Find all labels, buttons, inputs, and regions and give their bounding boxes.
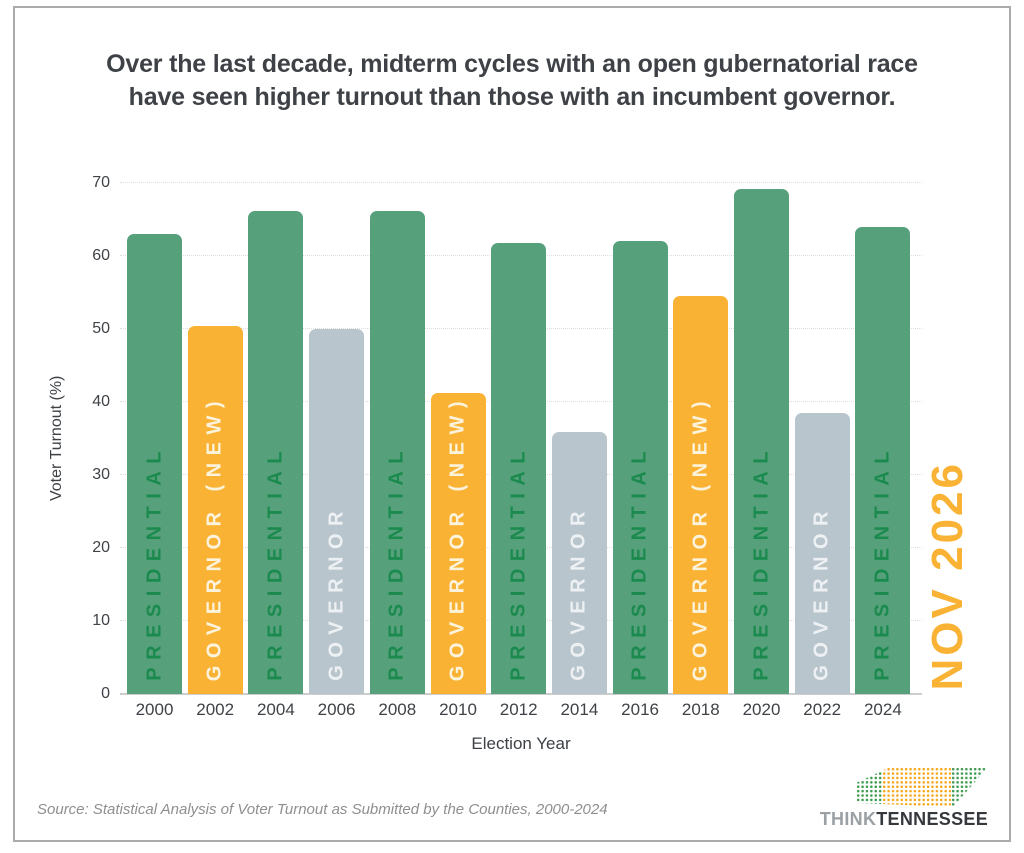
x-tick-label-2024: 2024 (863, 700, 902, 719)
y-tick-label-30: 30 (92, 466, 110, 483)
bar-label-2024: PRESIDENTIAL (871, 444, 894, 681)
bar-label-2002: GOVERNOR (NEW) (203, 393, 226, 681)
bar-label-2020: PRESIDENTIAL (750, 444, 772, 681)
x-axis-line (120, 693, 922, 695)
bar-2008: PRESIDENTIAL (369, 210, 425, 694)
bar-2010: GOVERNOR (NEW) (430, 393, 486, 694)
x-tick-label-2008: 2008 (378, 700, 417, 719)
x-tick-label-2000: 2000 (135, 700, 174, 719)
bar-label-2004: PRESIDENTIAL (264, 444, 287, 681)
bar-2002: GOVERNOR (NEW) (187, 326, 243, 694)
chart-title-line2: have seen higher turnout than those with… (128, 83, 896, 111)
bar-2014: GOVERNOR (551, 431, 607, 694)
chart-title: Over the last decade, midterm cycles wit… (15, 48, 1009, 114)
x-tick-label-2010: 2010 (439, 700, 477, 719)
map-dots-orange-mid (882, 767, 952, 807)
logo-tennessee-text: TENNESSEE (876, 809, 988, 829)
y-tick-label-60: 60 (92, 247, 110, 264)
y-tick-label-50: 50 (92, 320, 110, 337)
bar-2020: PRESIDENTIAL (734, 188, 789, 694)
y-tick-label-40: 40 (92, 393, 110, 410)
bar-2018: GOVERNOR (NEW) (673, 296, 729, 694)
bar-label-2008: PRESIDENTIAL (385, 444, 408, 681)
bar-label-2010: GOVERNOR (NEW) (446, 393, 469, 681)
bar-2024: PRESIDENTIAL (855, 226, 911, 694)
x-tick-label-2018: 2018 (681, 700, 720, 719)
bar-label-2006: GOVERNOR (325, 504, 348, 681)
gridline-70 (120, 182, 922, 183)
x-tick-label-2016: 2016 (621, 700, 659, 719)
bar-2004: PRESIDENTIAL (248, 210, 304, 694)
think-tennessee-logo: THINKTENNESSEE (820, 767, 988, 828)
tennessee-map-icon (856, 767, 988, 807)
x-tick-label-2006: 2006 (317, 700, 356, 719)
chart-card: Over the last decade, midterm cycles wit… (13, 6, 1011, 842)
bar-2000: PRESIDENTIAL (127, 234, 182, 694)
bar-label-2018: GOVERNOR (NEW) (689, 393, 712, 681)
x-tick-label-2022: 2022 (803, 700, 842, 719)
map-dots-green-left (856, 767, 883, 807)
plot-area: Election Year 0 10 20 30 40 50 60 70 PRESIDENTIA… (92, 174, 922, 753)
bar-2006: GOVERNOR (309, 329, 365, 694)
bar-label-2014: GOVERNOR (567, 504, 590, 681)
bar-2016: PRESIDENTIAL (612, 241, 668, 694)
bar-label-2016: PRESIDENTIAL (628, 444, 651, 681)
nov-2026-annotation: NOV 2026 (923, 460, 972, 690)
x-tick-label-2020: 2020 (742, 700, 781, 719)
x-tick-label-2002: 2002 (196, 700, 235, 719)
y-tick-label-20: 20 (92, 539, 110, 556)
bar-label-2012: PRESIDENTIAL (507, 444, 530, 681)
y-tick-label-0: 0 (101, 685, 110, 702)
logo-think-text: THINK (819, 809, 877, 829)
x-tick-label-2012: 2012 (499, 700, 538, 719)
map-dots-green-right (951, 767, 988, 807)
x-axis-title: Election Year (471, 734, 571, 753)
source-note: Source: Statistical Analysis of Voter Tu… (37, 801, 608, 818)
bar-2012: PRESIDENTIAL (491, 242, 547, 694)
y-tick-label-70: 70 (92, 174, 110, 191)
chart-title-line1: Over the last decade, midterm cycles wit… (106, 50, 918, 78)
bar-label-2022: GOVERNOR (810, 504, 833, 681)
logo-wordmark: THINKTENNESSEE (820, 810, 988, 828)
x-tick-label-2014: 2014 (560, 700, 599, 719)
x-tick-label-2004: 2004 (256, 700, 295, 719)
bar-2022: GOVERNOR (794, 412, 850, 694)
y-tick-label-10: 10 (92, 612, 110, 629)
bar-label-2000: PRESIDENTIAL (143, 444, 165, 681)
